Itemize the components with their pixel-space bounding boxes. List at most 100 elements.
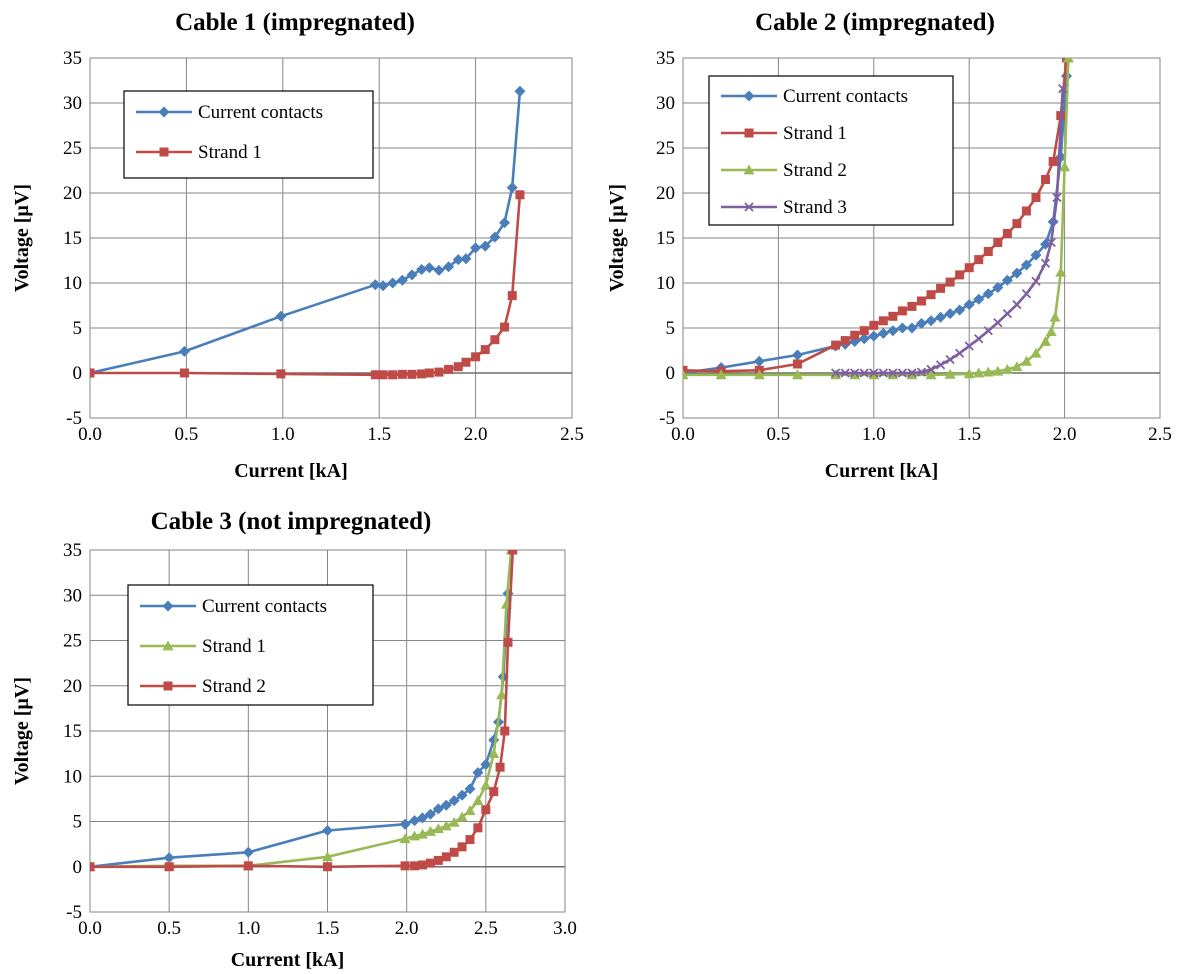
data-point — [935, 311, 947, 323]
data-point — [472, 795, 484, 806]
legend-label: Strand 2 — [202, 676, 266, 697]
data-point — [323, 862, 332, 872]
data-point — [461, 357, 471, 367]
data-point — [850, 368, 860, 378]
data-point — [974, 334, 984, 344]
data-point — [791, 349, 803, 361]
y-tick-label: 15 — [656, 228, 675, 249]
data-point — [859, 368, 869, 378]
x-tick-label: 2.0 — [1053, 424, 1077, 445]
data-point — [178, 345, 190, 357]
data-point — [464, 805, 476, 816]
data-point — [916, 367, 927, 377]
data-point — [490, 335, 500, 345]
y-tick-label: 35 — [656, 48, 675, 69]
data-point — [869, 320, 879, 330]
x-axis-label: Current [kA] — [825, 460, 939, 482]
data-point — [488, 748, 500, 759]
y-tick-label: 25 — [63, 631, 82, 652]
x-tick-label: 0.5 — [175, 424, 199, 445]
data-point — [417, 828, 428, 839]
data-point — [243, 861, 253, 871]
data-point — [1020, 355, 1032, 366]
data-point — [1030, 347, 1042, 358]
chart-title: Cable 3 (not impregnated) — [151, 508, 432, 535]
data-point — [1048, 157, 1058, 166]
series-group — [683, 58, 1074, 380]
y-axis-label: Voltage [µV] — [606, 184, 628, 292]
y-tick-label: 5 — [73, 812, 83, 833]
data-point — [869, 368, 879, 378]
data-point — [275, 310, 287, 322]
data-point — [973, 367, 985, 378]
data-point — [377, 280, 389, 292]
x-axis-label: Current [kA] — [231, 949, 345, 971]
x-tick-label: 2.0 — [464, 424, 488, 445]
y-tick-label: 30 — [63, 585, 82, 606]
data-point — [440, 820, 452, 831]
y-tick-label: 30 — [63, 93, 82, 114]
data-point — [840, 368, 850, 378]
data-point — [936, 283, 946, 293]
data-point — [858, 333, 870, 345]
data-point — [387, 277, 399, 289]
data-point — [399, 833, 411, 844]
data-point — [944, 308, 956, 320]
legend-label: Current contacts — [783, 86, 908, 107]
series-group — [90, 85, 526, 380]
data-point — [878, 316, 888, 326]
data-point — [859, 326, 869, 336]
x-tick-label: 1.0 — [862, 424, 886, 445]
data-point — [472, 767, 484, 779]
y-tick-label: 10 — [63, 766, 82, 787]
data-point — [1001, 274, 1013, 286]
data-point — [868, 330, 880, 342]
data-point — [464, 783, 476, 795]
data-point — [1062, 58, 1074, 63]
data-point — [964, 341, 974, 351]
data-point — [888, 368, 898, 378]
data-point — [907, 368, 917, 378]
data-point — [897, 368, 908, 378]
x-tick-label: 1.0 — [236, 918, 260, 939]
y-tick-label: 15 — [63, 228, 82, 249]
data-point — [406, 269, 418, 281]
data-point — [506, 182, 518, 194]
data-point — [432, 823, 444, 834]
y-tick-label: 25 — [63, 138, 82, 159]
data-point — [396, 274, 408, 286]
data-point — [448, 816, 460, 827]
data-point — [1055, 266, 1067, 277]
data-point — [907, 301, 917, 311]
x-tick-label: 2.0 — [395, 918, 419, 939]
data-point — [369, 279, 381, 291]
data-point — [424, 825, 436, 836]
data-point — [410, 861, 420, 871]
data-point — [452, 254, 464, 266]
data-point — [417, 369, 427, 379]
legend-label: Current contacts — [202, 596, 327, 617]
data-point — [179, 368, 189, 378]
data-point — [322, 825, 333, 837]
y-tick-label: 35 — [63, 48, 82, 69]
y-tick-label: 35 — [63, 540, 82, 561]
data-point — [164, 862, 174, 872]
chart-1: 0.0 0.5 1.0 1.5 2.0 2.5 -5 0 5 10 15 20 25 30 35 Cable … — [11, 9, 584, 482]
data-point — [683, 369, 689, 380]
data-point — [503, 637, 513, 647]
data-point — [90, 368, 95, 378]
legend-label: Strand 2 — [783, 160, 847, 181]
data-point — [963, 368, 975, 379]
legend-label: Strand 1 — [783, 123, 847, 144]
data-point — [992, 365, 1004, 376]
data-point — [955, 270, 965, 280]
data-point — [479, 240, 491, 252]
data-point — [1052, 192, 1062, 203]
data-point — [515, 190, 525, 200]
data-point — [480, 345, 490, 355]
legend: Current contacts Strand 1 — [123, 90, 374, 179]
x-tick-label: 1.0 — [271, 424, 295, 445]
data-point — [877, 327, 889, 339]
data-point — [1001, 363, 1013, 374]
